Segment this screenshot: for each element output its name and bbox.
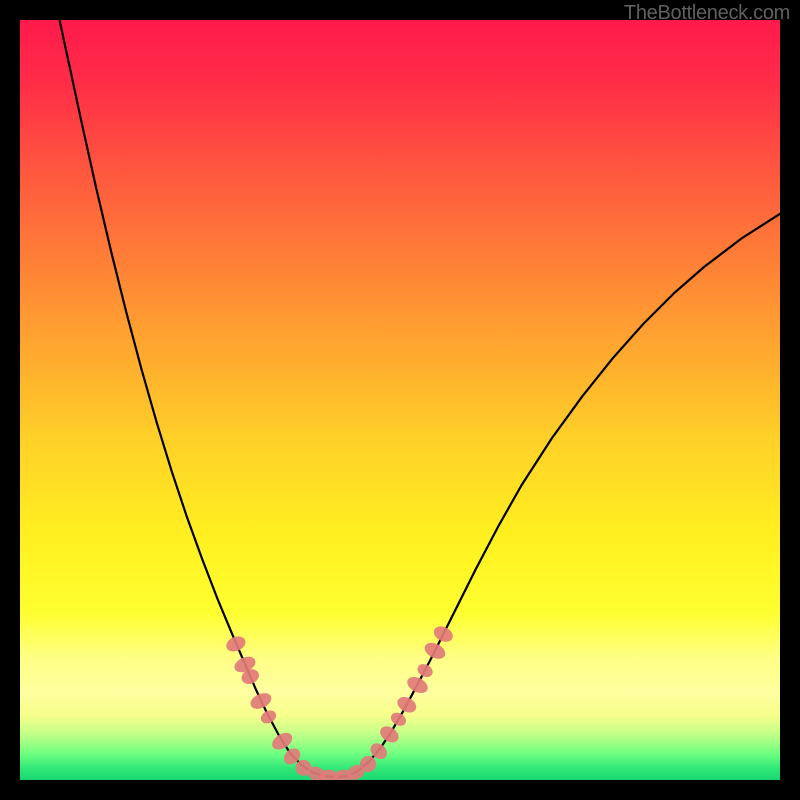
chart-container: TheBottleneck.com (0, 0, 800, 800)
gradient-background (20, 20, 780, 780)
bottleneck-chart (20, 20, 780, 780)
